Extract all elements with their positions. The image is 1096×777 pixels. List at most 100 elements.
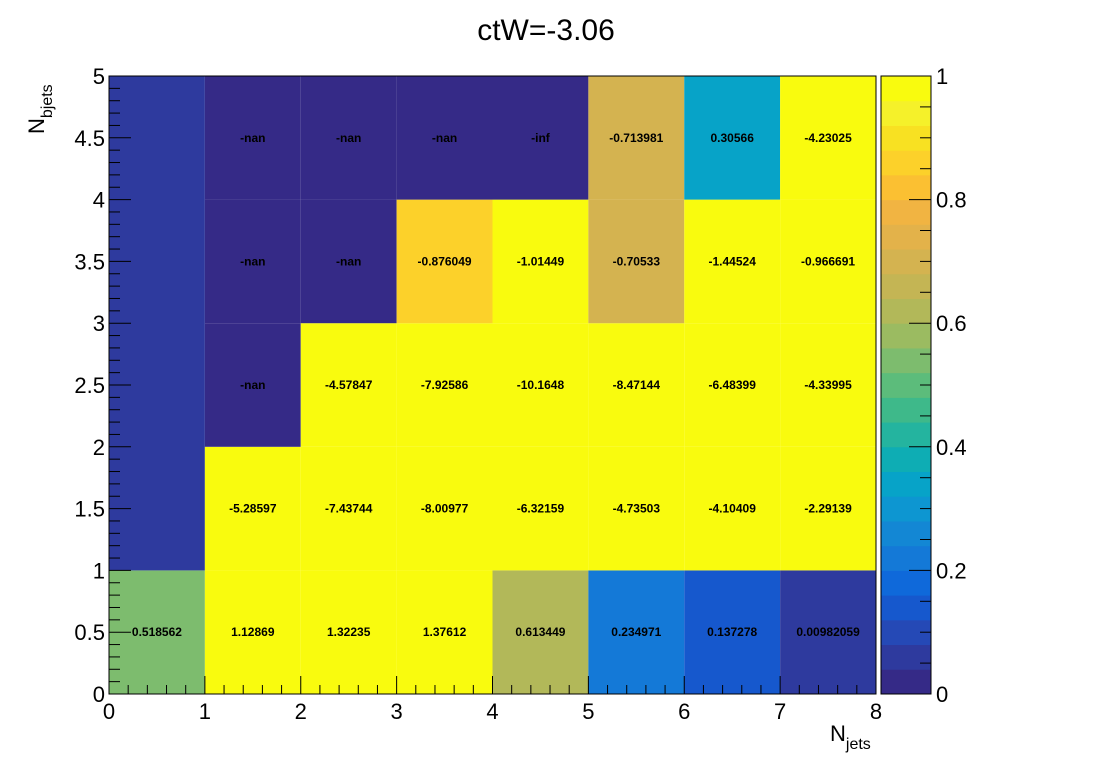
color-scale-step-13 bbox=[881, 347, 931, 374]
heatmap-cell-30 bbox=[204, 76, 301, 200]
heatmap-cell-20 bbox=[588, 323, 685, 447]
cell-label-35: 0.30566 bbox=[710, 131, 754, 145]
color-scale-step-11 bbox=[881, 397, 931, 423]
color-scale-step-18 bbox=[881, 224, 931, 250]
heatmap-cell-24 bbox=[300, 199, 397, 324]
x-tick-label: 6 bbox=[678, 699, 690, 724]
color-scale-tick-label: 1 bbox=[936, 64, 948, 89]
heatmap-cell-17 bbox=[300, 323, 397, 447]
cell-label-31: -nan bbox=[336, 131, 361, 145]
cell-label-13: -4.73503 bbox=[613, 502, 661, 516]
color-scale-step-21 bbox=[881, 150, 931, 176]
heatmap-cell-25 bbox=[396, 199, 493, 324]
cell-label-36: -4.23025 bbox=[804, 131, 852, 145]
cell-label-30: -nan bbox=[240, 131, 265, 145]
x-tick-label: 8 bbox=[870, 699, 882, 724]
y-tick-label: 0 bbox=[93, 682, 105, 707]
heatmap-cell-32 bbox=[396, 76, 493, 200]
cell-label-23: -nan bbox=[240, 254, 265, 268]
heatmap-cell-3 bbox=[396, 570, 493, 694]
color-scale-step-23 bbox=[881, 100, 931, 126]
heatmap-cell-31 bbox=[300, 76, 397, 200]
color-scale-tick-label: 0.6 bbox=[936, 311, 967, 336]
color-scale-step-24 bbox=[881, 76, 931, 102]
heatmap-cell-19 bbox=[492, 323, 589, 447]
cell-label-7: 0.00982059 bbox=[796, 625, 860, 639]
cell-label-20: -8.47144 bbox=[613, 378, 661, 392]
color-scale-step-4 bbox=[881, 570, 931, 596]
cell-label-0: 0.518562 bbox=[132, 625, 182, 639]
cell-label-3: 1.37612 bbox=[423, 625, 467, 639]
cell-label-4: 0.613449 bbox=[515, 625, 565, 639]
cell-label-34: -0.713981 bbox=[609, 131, 663, 145]
cell-label-27: -0.70533 bbox=[613, 254, 661, 268]
cell-label-12: -6.32159 bbox=[517, 502, 565, 516]
y-tick-label: 4.5 bbox=[74, 126, 105, 151]
heatmap-cell-28 bbox=[684, 199, 781, 324]
color-scale-tick-label: 0.8 bbox=[936, 188, 967, 213]
y-tick-label: 4 bbox=[93, 188, 105, 213]
cell-label-28: -1.44524 bbox=[709, 254, 757, 268]
color-scale-step-3 bbox=[881, 595, 931, 621]
heatmap-cell-23 bbox=[204, 199, 301, 324]
x-axis-label-sub: jets bbox=[845, 736, 871, 753]
y-tick-label: 2.5 bbox=[74, 373, 105, 398]
cell-label-21: -6.48399 bbox=[709, 378, 757, 392]
x-tick-label: 0 bbox=[103, 699, 115, 724]
heatmap-cell-35 bbox=[684, 76, 781, 200]
cell-label-16: -nan bbox=[240, 378, 265, 392]
color-scale-step-16 bbox=[881, 273, 931, 299]
color-scale-step-10 bbox=[881, 422, 931, 448]
x-axis-ticks: 0 1 2 3 4 5 6 7 8 bbox=[103, 676, 882, 724]
cell-label-6: 0.137278 bbox=[707, 625, 757, 639]
y-tick-label: 3 bbox=[93, 311, 105, 336]
heatmap-cell-7 bbox=[780, 570, 876, 694]
heatmap-cell-21 bbox=[684, 323, 781, 447]
heatmap-cell-2 bbox=[300, 570, 397, 694]
y-axis-label-main: N bbox=[24, 118, 49, 134]
cell-label-10: -7.43744 bbox=[325, 502, 373, 516]
color-scale-tick-label: 0 bbox=[936, 682, 948, 707]
x-axis-label: Njets bbox=[830, 721, 871, 753]
heatmap-cell-10 bbox=[300, 446, 397, 571]
heatmap-cell-27 bbox=[588, 199, 685, 324]
cell-label-19: -10.1648 bbox=[517, 378, 565, 392]
color-scale-bar bbox=[880, 75, 932, 695]
heatmap-cell-9 bbox=[204, 446, 301, 571]
x-axis-label-main: N bbox=[830, 721, 846, 746]
color-scale-step-9 bbox=[881, 446, 931, 473]
color-scale-tick-label: 0.2 bbox=[936, 558, 967, 583]
y-tick-label: 2 bbox=[93, 435, 105, 460]
heatmap-cell-5 bbox=[588, 570, 685, 694]
x-tick-label: 4 bbox=[486, 699, 498, 724]
heatmap-cell-14 bbox=[684, 446, 781, 571]
color-scale-step-20 bbox=[881, 174, 931, 201]
color-scale-step-6 bbox=[881, 520, 931, 547]
cell-label-33: -inf bbox=[531, 131, 551, 145]
y-tick-label: 1.5 bbox=[74, 497, 105, 522]
cell-label-26: -1.01449 bbox=[517, 254, 565, 268]
cell-label-22: -4.33995 bbox=[804, 378, 852, 392]
x-tick-label: 2 bbox=[295, 699, 307, 724]
color-scale-step-0 bbox=[881, 669, 931, 695]
color-scale-step-8 bbox=[881, 471, 931, 497]
color-scale-step-5 bbox=[881, 545, 931, 571]
y-axis-label-sub: bjets bbox=[39, 84, 56, 118]
cell-label-32: -nan bbox=[432, 131, 457, 145]
heatmap-cell-16 bbox=[204, 323, 301, 447]
cell-label-1: 1.12869 bbox=[231, 625, 275, 639]
heatmap-cell-18 bbox=[396, 323, 493, 447]
heatmap-cell-13 bbox=[588, 446, 685, 571]
heatmap-cell-11 bbox=[396, 446, 493, 571]
color-scale-tick-label: 0.4 bbox=[936, 435, 967, 460]
x-tick-label: 3 bbox=[391, 699, 403, 724]
color-scale-ticks: 0 0.2 0.4 0.6 0.8 1 bbox=[909, 64, 967, 707]
y-axis-label: Nbjets bbox=[24, 84, 56, 134]
chart-title: ctW=-3.06 bbox=[477, 14, 615, 47]
heatmap-cell-26 bbox=[492, 199, 589, 324]
cell-value-labels: 0.518562 1.12869 1.32235 1.37612 0.613449 0.2… bbox=[132, 131, 860, 639]
cell-label-15: -2.29139 bbox=[804, 502, 852, 516]
cell-label-5: 0.234971 bbox=[611, 625, 661, 639]
